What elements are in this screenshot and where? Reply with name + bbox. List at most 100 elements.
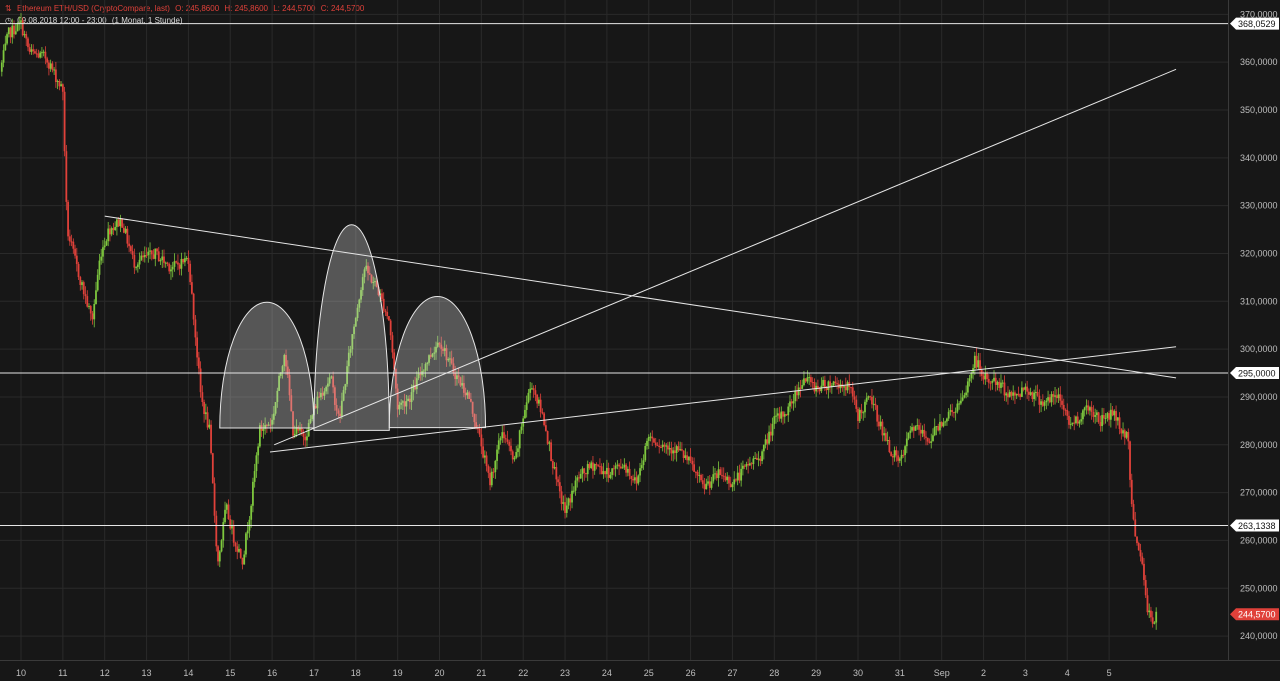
candle-body <box>696 471 699 476</box>
candle-body <box>829 381 831 387</box>
ohlc-close: C: 244,5700 <box>320 4 365 13</box>
candle-body <box>810 377 812 383</box>
candle-body <box>1069 424 1072 426</box>
candle-body <box>157 251 160 262</box>
candle-body <box>827 381 830 391</box>
y-tick-label: 270,0000 <box>1240 488 1278 498</box>
x-tick-label: 31 <box>895 668 905 678</box>
candle-body <box>347 352 350 367</box>
candle-body <box>375 281 378 288</box>
candle-body <box>159 260 162 262</box>
candle-body <box>1014 392 1016 396</box>
x-tick-label: 28 <box>769 668 779 678</box>
candle-body <box>1101 415 1104 427</box>
candle-body <box>429 355 432 357</box>
y-tick-label: 330,0000 <box>1240 201 1278 211</box>
candle-body <box>633 477 636 481</box>
candle-body <box>518 430 521 449</box>
candle-body <box>487 466 490 473</box>
candle-body <box>961 397 964 401</box>
candle-body <box>939 421 941 431</box>
candle-body <box>724 476 727 481</box>
candle-body <box>354 317 357 327</box>
candle-body <box>232 525 235 543</box>
candle-body <box>60 84 63 87</box>
candle-body <box>117 219 120 227</box>
candle-body <box>604 471 607 475</box>
candle-body <box>417 373 420 379</box>
candle-body <box>323 391 326 396</box>
candle-body <box>668 448 671 450</box>
candle-body <box>1043 402 1046 406</box>
candle-body <box>987 378 990 383</box>
candle-body <box>534 390 537 395</box>
candle-body <box>1123 430 1126 438</box>
candle-body <box>731 484 734 488</box>
candle-body <box>1036 391 1039 396</box>
candle-body <box>1109 409 1112 420</box>
candle-body <box>1064 409 1067 411</box>
candle-body <box>654 442 657 446</box>
ohlc-high: H: 245,8600 <box>224 4 268 13</box>
candle-body <box>794 391 797 402</box>
candle-body <box>834 381 837 384</box>
candle-body <box>225 504 228 510</box>
candle-body <box>410 392 413 403</box>
candle-body <box>682 450 685 458</box>
candle-body <box>7 27 10 35</box>
last-price-tag <box>1230 608 1279 621</box>
candle-body <box>640 465 643 469</box>
candle-body <box>1094 415 1097 417</box>
candle-body <box>1019 394 1022 397</box>
candle-body <box>1007 393 1009 398</box>
candle-body <box>393 352 396 370</box>
candle-body <box>607 467 610 478</box>
candle-body <box>660 447 662 449</box>
candle-body <box>145 254 148 256</box>
candle-body <box>1050 394 1053 403</box>
candle-body <box>98 260 101 275</box>
candle-body <box>368 273 371 275</box>
candle-body <box>1089 407 1091 411</box>
price-tag <box>1230 367 1279 380</box>
candle-body <box>456 375 458 380</box>
chart-header-instrument: ⇅ Ethereum ETH/USD (CryptoCompare, last)… <box>5 4 367 13</box>
candle-body <box>156 248 158 252</box>
candle-body <box>374 281 376 283</box>
candle-body <box>816 385 819 389</box>
arc-pattern <box>388 296 487 429</box>
candle-body <box>419 373 422 376</box>
candle-body <box>738 472 741 481</box>
candle-body <box>614 465 617 469</box>
x-tick-label: 4 <box>1065 668 1070 678</box>
candle-body <box>830 385 833 387</box>
candle-body <box>674 450 676 454</box>
candle-body <box>811 382 814 384</box>
candle-body <box>932 435 934 442</box>
candle-body <box>89 305 92 314</box>
candle-body <box>970 372 973 379</box>
candle-body <box>672 450 675 454</box>
candle-body <box>1137 543 1140 551</box>
candle-body <box>58 80 61 87</box>
candle-body <box>1151 617 1154 624</box>
candle-body <box>91 313 94 320</box>
candle-body <box>504 438 507 440</box>
candle-body <box>1099 422 1102 427</box>
candle-body <box>994 377 997 385</box>
candle-body <box>532 388 535 391</box>
candle-body <box>921 429 924 434</box>
candle-body <box>265 424 268 426</box>
candle-body <box>201 392 204 402</box>
candle-body <box>511 451 514 460</box>
candle-body <box>639 468 641 476</box>
candle-body <box>182 258 185 263</box>
arc-pattern <box>313 224 390 431</box>
y-tick-label: 300,0000 <box>1240 344 1278 354</box>
candle-body <box>492 471 495 473</box>
x-tick-label: 29 <box>811 668 821 678</box>
candle-body <box>457 375 460 378</box>
candle-body <box>363 269 366 278</box>
candle-body <box>839 384 842 389</box>
